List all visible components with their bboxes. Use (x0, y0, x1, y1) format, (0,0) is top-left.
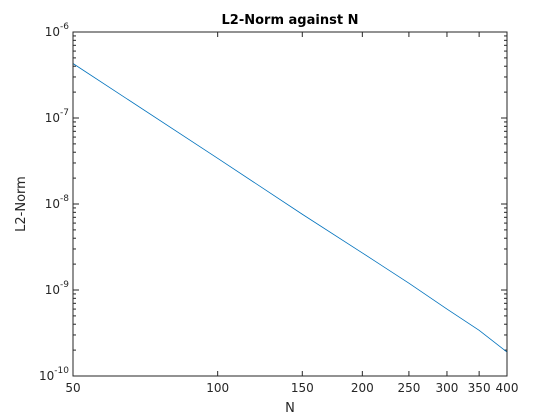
x-tick-label: 50 (65, 381, 80, 395)
series-layer (72, 63, 508, 353)
y-tick-label-base: 10 (45, 283, 60, 297)
x-tick-label: 250 (397, 381, 420, 395)
x-tick-labels: 50 100 150 200 250 300 350 400 (65, 381, 518, 395)
chart-title: L2-Norm against N (222, 13, 359, 28)
y-tick-label-exponent: -9 (60, 280, 69, 290)
y-tick-label: 10-9 (45, 280, 70, 297)
x-tick-label: 150 (291, 381, 314, 395)
y-tick-label-base: 10 (45, 197, 60, 211)
y-tick-label-exponent: -8 (60, 194, 69, 204)
y-tick-label: 10-8 (45, 194, 70, 211)
x-axis-label: N (285, 401, 295, 416)
x-tick-label: 100 (206, 381, 229, 395)
plot-frame (72, 31, 508, 377)
y-tick-label-base: 10 (39, 369, 54, 383)
y-tick-label: 10-6 (45, 22, 70, 39)
x-tick-label: 300 (436, 381, 459, 395)
x-tick-label: 350 (468, 381, 491, 395)
y-axis-label: L2-Norm (14, 176, 29, 232)
y-tick-label-base: 10 (45, 25, 60, 39)
series-line (72, 63, 508, 353)
y-tick-label-base: 10 (45, 111, 60, 125)
y-tick-label-exponent: -7 (60, 108, 69, 118)
y-tick-label: 10-10 (39, 366, 69, 383)
y-tick-label-exponent: -10 (54, 366, 69, 376)
y-tick-label: 10-7 (45, 108, 69, 125)
x-tick-label: 400 (496, 381, 519, 395)
y-tick-label-exponent: -6 (60, 22, 69, 32)
plot-area (73, 32, 507, 376)
x-tick-label: 200 (351, 381, 374, 395)
